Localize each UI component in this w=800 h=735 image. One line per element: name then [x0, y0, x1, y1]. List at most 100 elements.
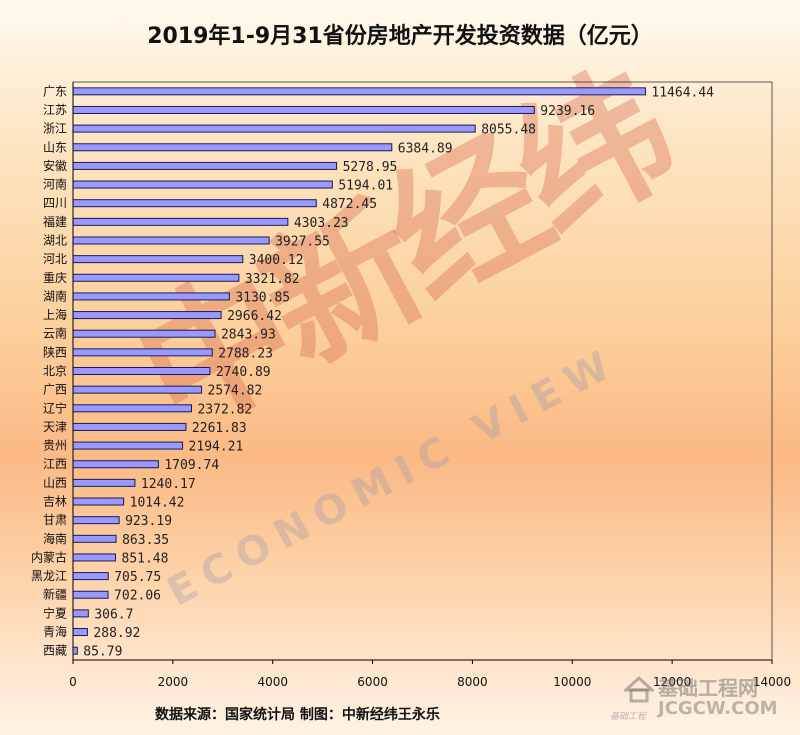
- category-label: 湖北: [43, 232, 67, 247]
- bar: [72, 161, 338, 170]
- bar: [72, 105, 535, 114]
- category-label: 上海: [43, 307, 67, 322]
- x-tick-label: 0: [69, 675, 77, 689]
- category-label: 山西: [43, 476, 67, 490]
- category-label: 江西: [43, 457, 67, 471]
- value-label: 5194.01: [338, 179, 393, 194]
- category-label: 四川: [43, 196, 67, 210]
- category-label: 青海: [43, 624, 67, 639]
- value-label: 2740.89: [216, 365, 271, 380]
- value-label: 851.48: [122, 551, 169, 566]
- value-label: 923.19: [125, 514, 172, 529]
- category-label: 河南: [43, 177, 67, 192]
- value-label: 2788.23: [218, 346, 273, 361]
- category-label: 安徽: [43, 158, 67, 173]
- category-label: 广西: [43, 383, 67, 397]
- category-label: 北京: [43, 364, 67, 378]
- bar: [72, 460, 159, 469]
- category-label: 浙江: [43, 122, 67, 136]
- bar: [72, 534, 117, 543]
- logo-small-text: 基础工程: [610, 712, 647, 722]
- category-label: 新疆: [43, 587, 67, 602]
- bar: [72, 273, 240, 282]
- category-label: 宁夏: [43, 605, 67, 620]
- category-label: 海南: [43, 531, 67, 546]
- value-label: 1014.42: [130, 496, 185, 511]
- x-tick-label: 14000: [753, 675, 791, 689]
- x-tick-label: 12000: [653, 675, 691, 689]
- value-label: 2372.82: [197, 402, 252, 417]
- bar: [72, 646, 78, 655]
- chart-title: 2019年1-9月31省份房地产开发投资数据（亿元）: [147, 24, 653, 49]
- value-label: 85.79: [83, 645, 122, 660]
- category-label: 黑龙江: [31, 569, 67, 583]
- value-label: 2261.83: [192, 421, 247, 436]
- value-label: 3130.85: [235, 290, 290, 305]
- bar: [72, 367, 211, 375]
- value-label: 4872.45: [322, 197, 377, 212]
- value-label: 2194.21: [189, 440, 244, 455]
- x-tick-label: 4000: [257, 675, 288, 689]
- bar: [72, 628, 88, 637]
- bar: [72, 385, 203, 394]
- category-label: 辽宁: [43, 400, 67, 415]
- category-label: 河北: [43, 252, 67, 266]
- value-label: 306.7: [94, 607, 133, 622]
- bar: [72, 404, 192, 413]
- value-label: 2574.82: [208, 384, 263, 399]
- x-tick-label: 6000: [357, 675, 388, 689]
- value-label: 288.92: [93, 626, 140, 641]
- value-label: 11464.44: [651, 85, 714, 100]
- value-label: 3400.12: [249, 253, 304, 268]
- value-label: 863.35: [122, 533, 169, 548]
- category-label: 内蒙古: [31, 549, 67, 564]
- bar: [72, 255, 244, 264]
- bar: [72, 422, 187, 431]
- house-icon: [624, 675, 654, 703]
- category-label: 江苏: [43, 103, 67, 117]
- value-label: 702.06: [114, 589, 161, 604]
- site-logo: 基础工程网 JCGCW.COM 基础工程: [610, 672, 795, 727]
- bar: [72, 87, 646, 96]
- bar: [72, 329, 216, 338]
- category-label: 陕西: [43, 344, 67, 359]
- bar: [72, 497, 125, 506]
- logo-en-text: JCGCW.COM: [658, 698, 778, 719]
- bar: [72, 478, 136, 487]
- bar: [72, 516, 120, 525]
- bar: [72, 236, 270, 245]
- bar: [72, 348, 213, 357]
- bar: [72, 143, 393, 152]
- category-label: 山东: [43, 140, 67, 154]
- bar: [72, 124, 476, 133]
- category-label: 湖南: [43, 288, 67, 303]
- bar: [72, 217, 289, 226]
- bar: [72, 609, 89, 618]
- bar-chart: 广东 11464.44 江苏 9239.16 浙江 8055.48 山东 6384.89 安徽 5…: [31, 81, 791, 689]
- logo-cn-text: 基础工程网: [658, 676, 758, 700]
- x-tick-label: 8000: [457, 675, 488, 689]
- x-tick-label: 10000: [553, 675, 591, 689]
- bar: [72, 292, 230, 301]
- value-label: 1709.74: [164, 458, 219, 473]
- bar: [72, 441, 184, 450]
- value-label: 3927.55: [275, 234, 330, 249]
- value-label: 9239.16: [540, 104, 595, 119]
- value-label: 5278.95: [343, 160, 398, 175]
- data-source-note: 数据来源：国家统计局 制图：中新经纬王永乐: [155, 707, 440, 723]
- value-label: 4303.23: [294, 216, 349, 231]
- value-label: 2843.93: [221, 328, 276, 343]
- category-label: 吉林: [43, 495, 67, 509]
- value-label: 2966.42: [227, 309, 282, 324]
- bar: [72, 199, 317, 208]
- value-label: 6384.89: [398, 141, 453, 156]
- bar: [72, 572, 109, 581]
- category-label: 甘肃: [43, 513, 67, 527]
- category-label: 重庆: [43, 271, 67, 285]
- category-label: 福建: [43, 214, 67, 229]
- category-label: 西藏: [43, 644, 67, 658]
- bar: [72, 590, 109, 599]
- category-label: 天津: [43, 420, 67, 434]
- bar: [72, 553, 117, 562]
- value-label: 705.75: [114, 570, 161, 585]
